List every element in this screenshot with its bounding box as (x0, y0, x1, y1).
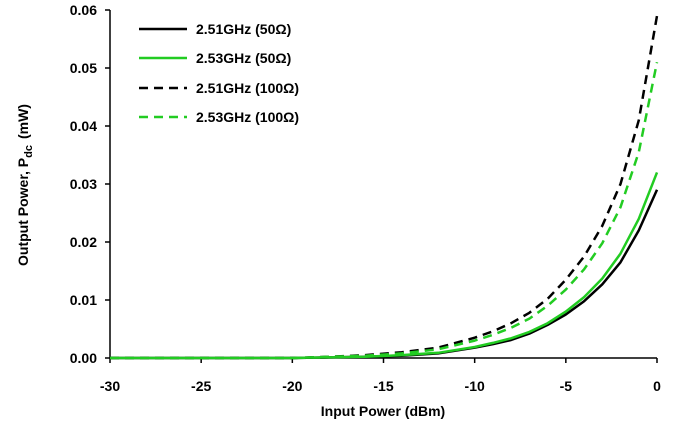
legend: 2.51GHz (50Ω) 2.53GHz (50Ω) 2.51GHz (100Ω)… (139, 21, 299, 125)
y-tick-label: 0.05 (70, 60, 97, 76)
x-axis-title: Input Power (dBm) (321, 403, 445, 419)
y-tick-label: 0.03 (70, 176, 97, 192)
legend-label: 2.53GHz (100Ω) (196, 109, 299, 125)
x-tick-label: -25 (191, 378, 211, 394)
legend-label: 2.51GHz (100Ω) (196, 80, 299, 96)
legend-label: 2.53GHz (50Ω) (196, 50, 291, 66)
legend-label: 2.51GHz (50Ω) (196, 21, 291, 37)
x-tick-label: -20 (282, 378, 302, 394)
series-line-2 (110, 171, 659, 360)
y-tick-label: 0.04 (70, 118, 97, 134)
y-axis-title: Output Power, Pdc (mW) (15, 104, 35, 266)
series-line-1 (110, 189, 659, 360)
y-axis-title-main: Output Power, P (15, 158, 31, 266)
x-tick-label: -5 (560, 378, 573, 394)
y-axis-title-subscript: dc (23, 145, 35, 158)
y-tick-label: 0.00 (70, 350, 97, 366)
y-axis-title-unit: (mW) (15, 104, 31, 139)
x-tick-label: -10 (465, 378, 485, 394)
y-tick-label: 0.01 (70, 292, 97, 308)
x-tick-label: -30 (100, 378, 120, 394)
x-tick-label: 0 (653, 378, 661, 394)
y-tick-label: 0.06 (70, 2, 97, 18)
y-tick-label: 0.02 (70, 234, 97, 250)
series-line-4 (110, 61, 659, 360)
x-tick-label: -15 (373, 378, 393, 394)
